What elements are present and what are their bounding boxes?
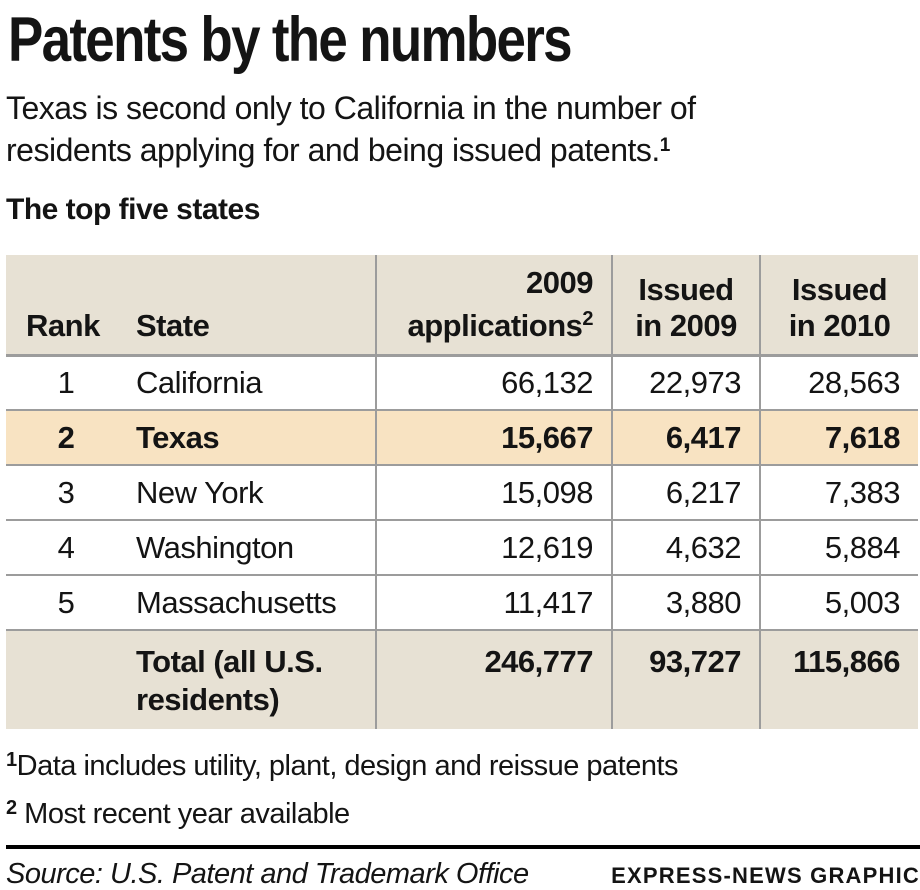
header-issued-2010: Issued in 2010: [759, 255, 918, 355]
footnote-2-sup: 2: [6, 797, 17, 819]
applications-cell: 15,098: [375, 465, 612, 520]
footnote-1: 1Data includes utility, plant, design an…: [6, 741, 920, 785]
issued-2010-cell: 7,383: [759, 465, 918, 520]
table-row-massachusetts: 5 Massachusetts 11,417 3,880 5,003: [6, 575, 918, 630]
footnote-1-sup: 1: [6, 749, 17, 771]
footnote-1-text: Data includes utility, plant, design and…: [16, 750, 679, 782]
total-label-cell: Total (all U.S. residents): [136, 644, 323, 717]
header-rank: Rank: [6, 255, 126, 355]
header-issued-2009: Issued in 2009: [611, 255, 760, 355]
subtitle-line-2: residents applying for and being issued …: [6, 127, 866, 169]
applications-cell: 15,667: [375, 410, 612, 465]
footnotes: 1Data includes utility, plant, design an…: [6, 741, 920, 833]
issued-2010-cell: 7,618: [759, 410, 918, 465]
rank-cell: 3: [57, 474, 75, 510]
subtitle-line-2-text: residents applying for and being issued …: [6, 132, 660, 168]
state-cell: New York: [136, 474, 263, 510]
rank-cell-empty: [6, 630, 126, 729]
footnote-2-marker: 2: [582, 307, 593, 330]
footnote-2: 2 Most recent year available: [6, 789, 920, 833]
page-title: Patents by the numbers: [8, 5, 573, 75]
issued-2010-cell: 5,884: [759, 520, 918, 575]
header-state: State: [126, 255, 376, 355]
issued-2010-cell: 5,003: [759, 575, 918, 630]
issued-2009-cell: 6,417: [611, 410, 760, 465]
subtitle: Texas is second only to California in th…: [6, 90, 866, 169]
table-header: Rank State 2009 applications2 Issued in …: [6, 255, 918, 355]
footnote-2-text: Most recent year available: [16, 798, 350, 830]
header-applications: 2009 applications2: [375, 255, 612, 355]
table-header-row: Rank State 2009 applications2 Issued in …: [6, 255, 918, 355]
state-cell: Washington: [136, 529, 294, 565]
rank-cell: 5: [57, 584, 75, 620]
issued-2009-cell: 6,217: [611, 465, 760, 520]
table-row-california: 1 California 66,132 22,973 28,563: [6, 355, 918, 410]
table-row-washington: 4 Washington 12,619 4,632 5,884: [6, 520, 918, 575]
footer: Source: U.S. Patent and Trademark Office…: [6, 858, 920, 890]
table-row-total: Total (all U.S. residents) 246,777 93,72…: [6, 630, 918, 729]
footer-divider-rule: [6, 845, 920, 849]
rank-cell: 4: [57, 529, 75, 565]
state-cell: Massachusetts: [136, 584, 337, 620]
applications-total-cell: 246,777: [375, 630, 612, 729]
rank-cell: 1: [57, 364, 75, 400]
patents-table: Rank State 2009 applications2 Issued in …: [6, 255, 918, 729]
applications-cell: 12,619: [375, 520, 612, 575]
table-body: 1 California 66,132 22,973 28,563 2 Texa…: [6, 355, 918, 729]
graphic-credit: EXPRESS-NEWS GRAPHIC: [611, 863, 920, 888]
source-credit: Source: U.S. Patent and Trademark Office: [6, 858, 529, 890]
issued-2010-total-cell: 115,866: [759, 630, 918, 729]
rank-cell: 2: [57, 419, 75, 455]
state-cell: California: [136, 364, 262, 400]
issued-2009-cell: 4,632: [611, 520, 760, 575]
header-applications-text: 2009 applications: [407, 264, 594, 343]
footnote-1-marker: 1: [659, 135, 671, 156]
subtitle-line-1: Texas is second only to California in th…: [6, 90, 696, 126]
issued-2009-cell: 3,880: [611, 575, 760, 630]
applications-cell: 66,132: [375, 355, 612, 410]
issued-2010-cell: 28,563: [759, 355, 918, 410]
applications-cell: 11,417: [375, 575, 612, 630]
table-row-texas-highlighted: 2 Texas 15,667 6,417 7,618: [6, 410, 918, 465]
table-row-new-york: 3 New York 15,098 6,217 7,383: [6, 465, 918, 520]
state-cell: Texas: [136, 419, 220, 455]
section-label: The top five states: [6, 193, 260, 226]
issued-2009-total-cell: 93,727: [611, 630, 760, 729]
issued-2009-cell: 22,973: [611, 355, 760, 410]
